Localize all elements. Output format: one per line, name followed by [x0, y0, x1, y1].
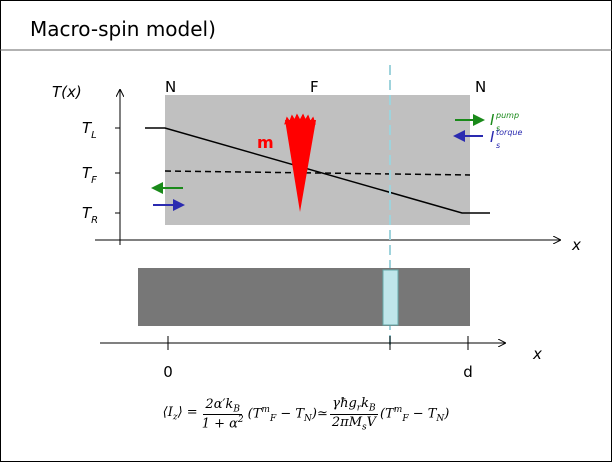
- symbol: T: [82, 164, 93, 182]
- formula-text: (T: [380, 405, 394, 421]
- formula-text: F: [269, 413, 277, 424]
- x-axis-label: x: [571, 236, 581, 254]
- x-axis-label: x: [532, 345, 542, 363]
- region-label: N: [165, 78, 176, 96]
- spin-arrows: [284, 113, 316, 206]
- interface-slab: [382, 269, 399, 326]
- formula-text: k: [361, 396, 369, 411]
- formula-text: z: [172, 412, 178, 423]
- formula-text: N: [304, 413, 312, 424]
- temperature-label: TL: [82, 119, 97, 141]
- precession-cone: [285, 120, 316, 212]
- formula-group: (TmF − TN)≃: [248, 405, 328, 424]
- slide-title: Macro-spin model): [30, 17, 216, 41]
- temperature-profile: [145, 127, 490, 214]
- fraction: 2α′kB 1 + α2: [200, 397, 246, 432]
- subscript: F: [91, 175, 97, 186]
- formula-text: 2α′k: [205, 396, 234, 412]
- formula-text: ⟩ =: [177, 405, 198, 421]
- fraction: γħgrkB 2πMsV: [330, 396, 378, 432]
- magnetization-label: m: [257, 133, 274, 152]
- formula-text: r: [356, 403, 362, 414]
- formula-text: )≃: [311, 405, 328, 421]
- lower-bar: [138, 268, 470, 326]
- formula-text: 1 + α: [201, 416, 238, 432]
- numerator: γħgrkB: [330, 396, 378, 415]
- current-sup: torque: [496, 128, 522, 137]
- denominator: 2πMsV: [330, 415, 378, 433]
- formula-text: m: [261, 404, 270, 415]
- formula: ⟨Iz⟩ = 2α′kB 1 + α2 (TmF − TN)≃ γħgrkB 2πMsV…: [0, 396, 612, 432]
- current-sup: pump: [495, 111, 519, 120]
- ferromagnet: [165, 95, 470, 225]
- region-label: F: [310, 78, 319, 96]
- current-sub: s: [496, 141, 500, 150]
- position-label: d: [463, 363, 473, 381]
- formula-text: − T: [276, 405, 305, 421]
- temperature-label: TR: [82, 204, 98, 226]
- current-sub: s: [496, 124, 500, 133]
- formula-text: 2πM: [331, 414, 363, 430]
- formula-text: s: [362, 422, 367, 433]
- formula-text: m: [393, 404, 403, 415]
- magnon-temperature: [164, 170, 471, 176]
- position-label: 0: [163, 363, 173, 381]
- region-label: N: [475, 78, 486, 96]
- formula-text: N: [436, 413, 445, 424]
- temperature-label: TF: [82, 164, 97, 186]
- current-symbol: I: [490, 111, 495, 129]
- current-symbol: I: [490, 128, 495, 146]
- formula-text: B: [233, 404, 240, 415]
- denominator: 1 + α2: [200, 415, 246, 431]
- symbol: T: [82, 204, 93, 222]
- formula-text: − T: [408, 405, 437, 421]
- formula-text: ⟨I: [162, 405, 173, 421]
- formula-text: V: [366, 414, 377, 430]
- formula-text: γħg: [332, 396, 357, 411]
- formula-text: 2: [237, 415, 244, 426]
- subscript: R: [91, 215, 98, 226]
- formula-text: ): [444, 405, 450, 421]
- formula-group: (TmF − TN): [380, 405, 449, 424]
- y-axis-label: T(x): [52, 83, 82, 101]
- numerator: 2α′kB: [203, 397, 242, 416]
- symbol: T: [82, 119, 93, 137]
- formula-text: (T: [247, 405, 262, 421]
- formula-group: ⟨Iz⟩ =: [163, 405, 198, 423]
- formula-text: B: [368, 403, 376, 414]
- subscript: L: [91, 130, 97, 141]
- formula-text: F: [402, 413, 409, 424]
